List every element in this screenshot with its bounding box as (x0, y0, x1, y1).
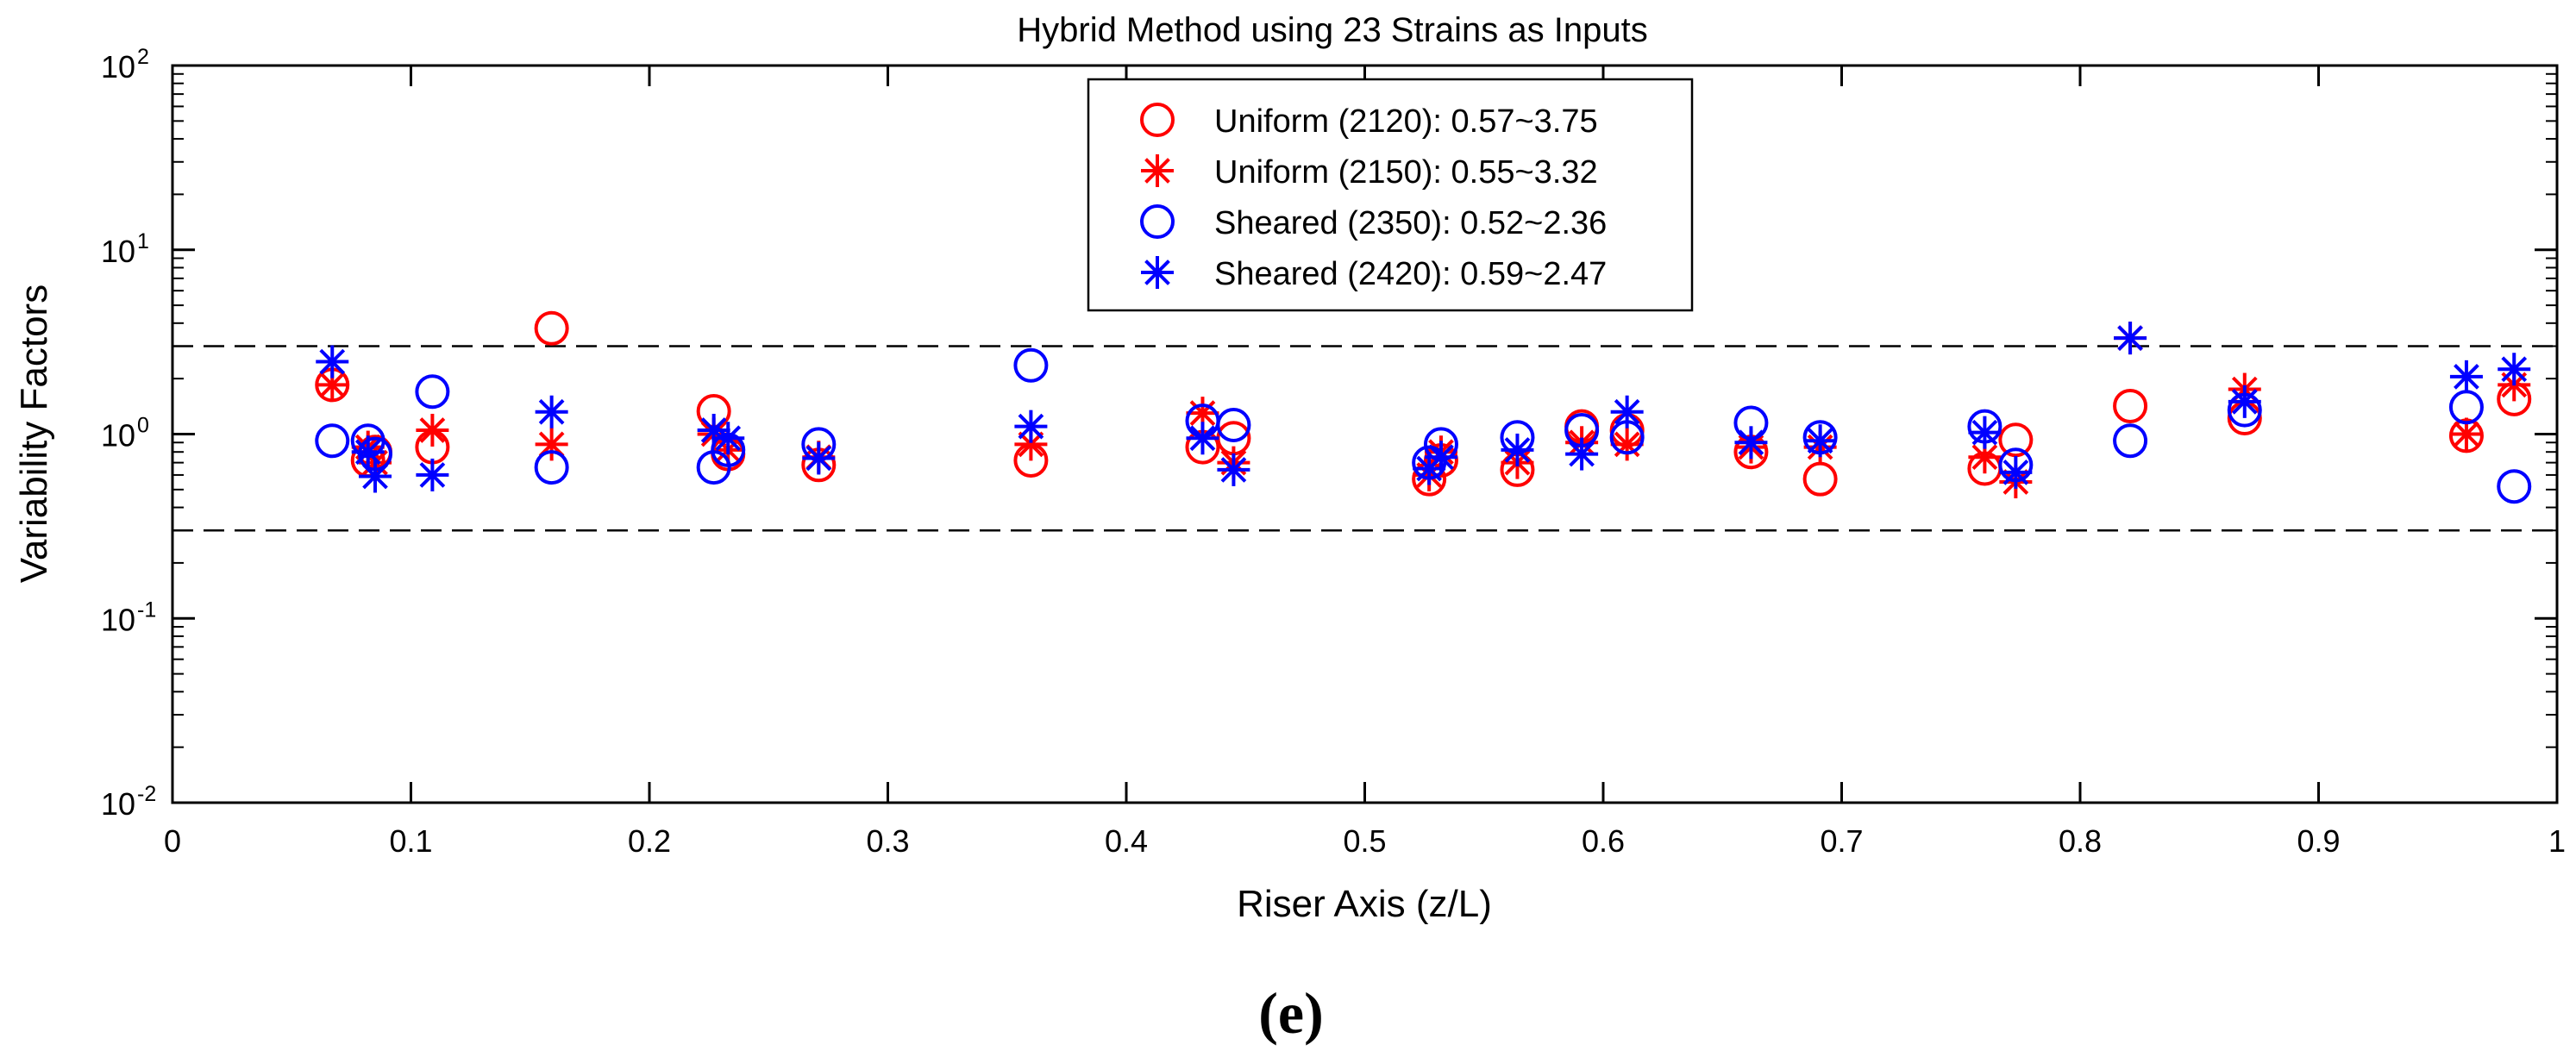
data-point-asterisk (2498, 353, 2531, 386)
chart-title: Hybrid Method using 23 Strains as Inputs (1017, 11, 1648, 49)
data-point-circle (2497, 469, 2532, 504)
data-point-circle (315, 423, 350, 459)
panel-label: (e) (1258, 980, 1323, 1046)
data-point-asterisk (2228, 385, 2261, 418)
y-tick-label: 10 (101, 234, 135, 269)
data-point-circle (1013, 347, 1049, 383)
data-point-asterisk (316, 345, 349, 378)
data-point-asterisk (1217, 453, 1250, 486)
data-point-asterisk (802, 441, 836, 475)
y-tick-exponent: -1 (137, 597, 156, 622)
data-point-asterisk (359, 460, 392, 493)
x-tick-label: 0.4 (1105, 823, 1148, 859)
reference-lines (172, 345, 2557, 532)
data-point-asterisk (2114, 322, 2147, 355)
data-point-asterisk (697, 413, 730, 447)
y-tick-exponent: 0 (137, 414, 149, 438)
data-point-asterisk (1565, 437, 1599, 471)
y-tick-exponent: 1 (137, 229, 149, 253)
x-tick-label: 0.3 (866, 823, 909, 859)
legend-label: Sheared (2420): 0.59~2.47 (1214, 256, 1607, 292)
data-point-circle (534, 450, 569, 485)
data-point-asterisk (1999, 455, 2033, 489)
x-tick-label: 0.1 (389, 823, 432, 859)
data-point-asterisk (1803, 424, 1837, 458)
x-tick-label: 0.8 (2059, 823, 2102, 859)
y-tick-label: 10 (101, 418, 135, 453)
legend: Uniform (2120): 0.57~3.75 Uniform (2150):… (1087, 78, 1694, 312)
legend-marker (1140, 204, 1175, 239)
legend-items: Uniform (2120): 0.57~3.75 Uniform (2150):… (1140, 103, 1607, 292)
x-axis-ticks: 0 0.1 0.2 0.3 0.4 0.5 0.6 0.7 0.8 0.9 1 (164, 66, 2566, 859)
y-tick-exponent: -2 (137, 782, 156, 806)
x-tick-label: 0.9 (2297, 823, 2340, 859)
x-tick-label: 0 (164, 823, 181, 859)
data-point-asterisk (535, 395, 568, 428)
data-point-circle (534, 310, 569, 346)
legend-marker (1141, 154, 1174, 187)
data-point-asterisk (1610, 395, 1644, 428)
data-point-asterisk (1186, 422, 1219, 455)
x-tick-label: 0.5 (1343, 823, 1386, 859)
legend-box (1087, 78, 1694, 312)
data-point-circle (1216, 407, 1251, 442)
legend-label: Uniform (2150): 0.55~3.32 (1214, 154, 1598, 191)
data-point-asterisk (1610, 428, 1644, 461)
x-tick-label: 0.2 (628, 823, 671, 859)
data-point-circle (415, 374, 450, 410)
series-4 (316, 322, 2531, 493)
data-point-circle (1802, 461, 1838, 497)
data-point-asterisk (416, 413, 449, 447)
data-point-asterisk (416, 458, 449, 491)
data-point-asterisk (1501, 433, 1534, 466)
y-tick-label: 10 (101, 786, 135, 822)
data-point-circle (1998, 422, 2034, 458)
legend-marker (1140, 103, 1175, 137)
x-axis-label: Riser Axis (z/L) (1237, 883, 1492, 925)
x-tick-label: 0.6 (1582, 823, 1625, 859)
data-point-circle (2113, 388, 2148, 423)
data-point-circle (2113, 423, 2148, 459)
data-point-asterisk (1014, 410, 1048, 443)
legend-marker (1141, 256, 1174, 289)
data-point-asterisk (1424, 441, 1457, 474)
data-point-asterisk (351, 435, 385, 469)
x-tick-label: 0.7 (1820, 823, 1863, 859)
y-tick-exponent: 2 (137, 45, 149, 69)
x-tick-label: 1 (2548, 823, 2566, 859)
legend-label: Uniform (2120): 0.57~3.75 (1214, 103, 1598, 140)
data-point-asterisk (1734, 426, 1768, 460)
y-tick-label: 10 (101, 49, 135, 84)
y-tick-label: 10 (101, 602, 135, 637)
data-point-asterisk (1968, 416, 2002, 449)
legend-label: Sheared (2350): 0.52~2.36 (1214, 205, 1607, 241)
data-point-asterisk (2449, 360, 2483, 393)
data-points (315, 310, 2532, 504)
y-axis-label: Variability Factors (13, 285, 55, 583)
data-point-asterisk (711, 422, 745, 455)
